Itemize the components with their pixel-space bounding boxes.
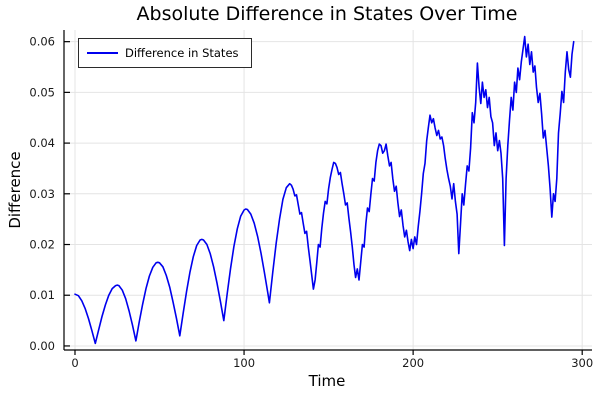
y-tick-label: 0.03 — [29, 187, 55, 201]
x-tick-label: 0 — [71, 356, 78, 370]
series-line — [74, 35, 575, 345]
y-tick-label: 0.04 — [29, 136, 55, 150]
x-tick-label: 300 — [571, 356, 593, 370]
y-axis-label: Difference — [6, 151, 24, 229]
x-axis-label: Time — [308, 372, 346, 390]
chart-title: Absolute Difference in States Over Time — [136, 3, 518, 25]
y-tick-label: 0.05 — [29, 85, 55, 99]
y-tick-label: 0.01 — [29, 288, 55, 302]
legend-line-sample-icon — [87, 52, 118, 54]
legend-entry-label: Difference in States — [125, 46, 239, 60]
legend-box: Difference in States — [78, 38, 252, 68]
x-tick-label: 200 — [402, 356, 424, 370]
y-tick-label: 0.02 — [29, 238, 55, 252]
y-tick-label: 0.06 — [29, 35, 55, 49]
y-tick-label: 0.00 — [29, 339, 55, 353]
x-tick-label: 100 — [233, 356, 255, 370]
